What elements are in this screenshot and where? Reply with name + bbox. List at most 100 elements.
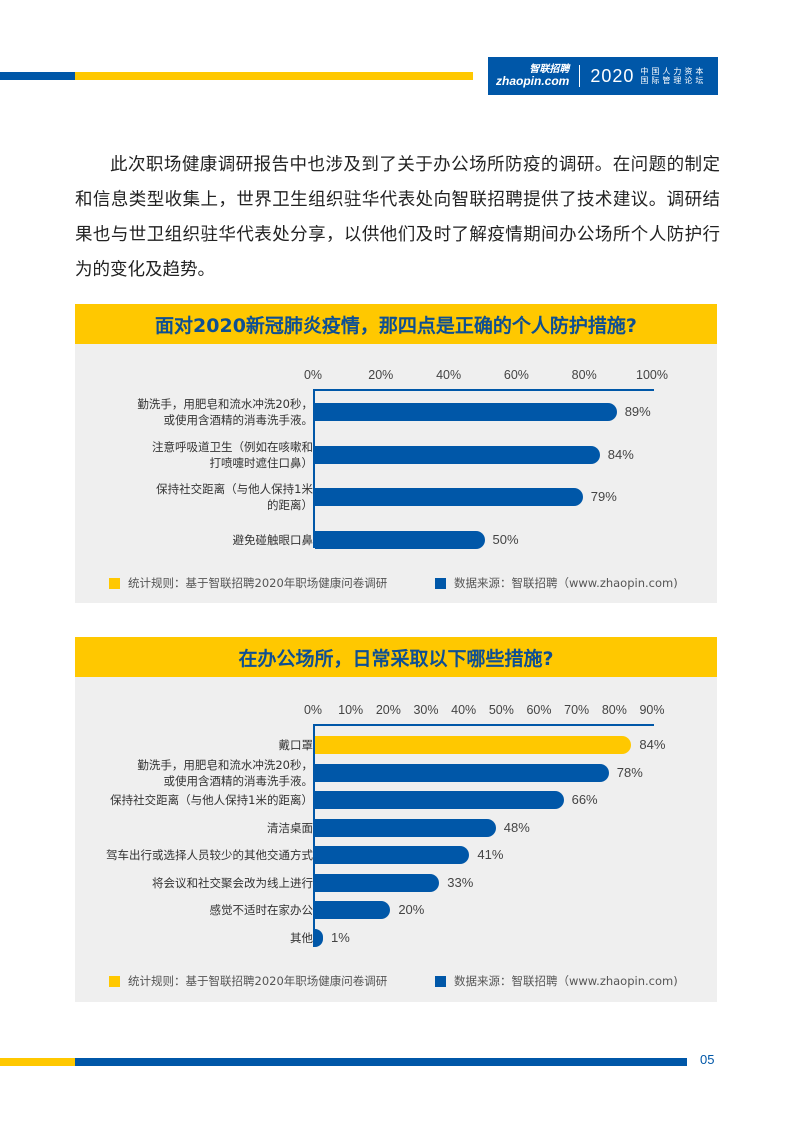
bar-value-label: 20% (398, 902, 425, 917)
row-label-line: 感觉不适时在家办公 (209, 903, 314, 917)
bar (315, 901, 391, 919)
x-axis-tick: 0% (303, 703, 323, 717)
x-axis-tick: 40% (451, 703, 477, 717)
row-label: 保持社交距离（与他人保持1米的距离） (156, 481, 313, 513)
chart-title: 在办公场所，日常采取以下哪些措施? (75, 637, 717, 677)
logo-forum-line1: 中国人力资本 (640, 66, 707, 76)
x-axis-line (313, 389, 654, 391)
bar (315, 873, 440, 892)
bar-value-label: 79% (590, 489, 617, 504)
bar (315, 763, 609, 782)
logo-year: 2020 (590, 65, 635, 86)
row-label-line: 保持社交距离（与他人保持1米的距离） (110, 793, 313, 807)
row-label: 勤洗手，用肥皂和流水冲洗20秒， 或使用含酒精的消毒洗手液。 (137, 757, 313, 789)
row-label-line: 将会议和社交聚会改为线上进行 (152, 875, 313, 890)
row-label-line: 注意呼吸道卫生（例如在咳嗽和 (152, 439, 313, 454)
logo-forum-line2: 国际管理论坛 (640, 76, 707, 85)
row-label: 勤洗手，用肥皂和流水冲洗20秒， 或使用含酒精的消毒洗手液。 (137, 396, 313, 428)
page-number: 05 (700, 1052, 715, 1067)
legend-label: 统计规则：基于智联招聘2020年职场健康问卷调研 (128, 576, 388, 590)
legend-swatch-blue (435, 975, 446, 987)
bar-value-label: 84% (607, 446, 634, 462)
x-axis-tick: 30% (413, 703, 439, 717)
row-label: 戴口罩 (279, 737, 314, 753)
bar (315, 736, 632, 754)
x-axis-tick: 80% (601, 703, 627, 717)
bar (315, 488, 583, 506)
bar-value-label: 84% (639, 737, 666, 752)
bar-value-label: 89% (624, 404, 651, 419)
legend-label: 数据来源：智联招聘（www.zhaopin.com) (454, 974, 678, 988)
row-label-line: 保持社交距离（与他人保持1米 (156, 482, 313, 496)
row-label-line: 清洁桌面 (267, 820, 313, 835)
row-label-line: 勤洗手，用肥皂和流水冲洗20秒， (137, 397, 313, 411)
chart-panel-personal-protection: 面对2020新冠肺炎疫情，那四点是正确的个人防护措施? 0% 20% 40% 60% 8… (75, 304, 717, 603)
legend-item-rule: 统计规则：基于智联招聘2020年职场健康问卷调研 (109, 575, 387, 591)
legend-swatch-yellow (109, 975, 120, 987)
header-accent-blue (0, 72, 75, 80)
x-axis-tick: 50% (488, 703, 514, 717)
row-label-line: 或使用含酒精的消毒洗手液。 (163, 773, 314, 788)
x-axis-tick: 20% (375, 703, 401, 717)
x-axis-tick: 40% (436, 368, 462, 382)
bar-value-label: 48% (503, 819, 530, 835)
x-axis-tick: 20% (368, 368, 394, 382)
x-axis-tick: 60% (503, 368, 529, 382)
x-axis-tick: 80% (571, 368, 597, 382)
header-accent-yellow (75, 72, 473, 80)
legend-item-source: 数据来源：智联招聘（www.zhaopin.com) (435, 575, 678, 591)
zhaopin-forum-logo: 智联招聘 zhaopin.com 2020 中国人力资本 国际管理论坛 (488, 57, 718, 95)
y-axis-line (313, 389, 315, 548)
y-axis-line (313, 724, 315, 947)
row-label: 将会议和社交聚会改为线上进行 (152, 875, 313, 891)
bar (315, 403, 617, 421)
x-axis-tick: 10% (338, 703, 364, 717)
row-label: 感觉不适时在家办公 (210, 902, 314, 918)
bar-value-label: 78% (616, 764, 643, 780)
legend-label: 统计规则：基于智联招聘2020年职场健康问卷调研 (128, 974, 388, 988)
bar (315, 846, 470, 864)
row-label: 其他 (290, 930, 313, 946)
row-label-line: 驾车出行或选择人员较少的其他交通方式 (106, 848, 313, 862)
row-label-line: 勤洗手，用肥皂和流水冲洗20秒， (137, 757, 313, 772)
row-label-line: 或使用含酒精的消毒洗手液。 (163, 413, 314, 427)
bar-value-label: 66% (571, 792, 598, 807)
chart-panel-office-measures: 在办公场所，日常采取以下哪些措施? 0% 10% 20% 30% 40% 50% 60% 70… (75, 637, 717, 1002)
chart-title: 面对2020新冠肺炎疫情，那四点是正确的个人防护措施? (75, 304, 717, 344)
logo-divider (579, 65, 581, 87)
x-axis-tick: 60% (526, 703, 552, 717)
x-axis-line (313, 724, 654, 726)
bar (315, 530, 485, 549)
row-label-line: 其他 (290, 930, 313, 945)
bar-value-label: 33% (447, 874, 474, 890)
intro-paragraph: 此次职场健康调研报告中也涉及到了关于办公场所防疫的调研。在问题的制定和信息类型收… (75, 155, 720, 280)
footer-accent-yellow (0, 1058, 75, 1066)
bar (315, 791, 564, 809)
legend-swatch-blue (435, 577, 446, 589)
x-axis-tick: 0% (303, 368, 323, 382)
bar (315, 818, 496, 837)
legend-swatch-yellow (109, 577, 120, 589)
legend-item-source: 数据来源：智联招聘（www.zhaopin.com) (435, 973, 678, 989)
logo-brand-en: zhaopin.com (496, 74, 570, 88)
row-label: 保持社交距离（与他人保持1米的距离） (110, 792, 313, 808)
bar-value-label: 1% (331, 929, 350, 945)
x-axis-tick: 90% (639, 703, 665, 717)
row-label-line: 打喷嚏时遮住口鼻） (209, 455, 314, 470)
row-label: 避免碰触眼口鼻 (233, 532, 314, 548)
row-label: 驾车出行或选择人员较少的其他交通方式 (106, 847, 313, 863)
x-axis-tick: 100% (636, 368, 668, 382)
row-label: 清洁桌面 (267, 820, 313, 836)
bar-value-label: 50% (492, 531, 519, 547)
legend-label: 数据来源：智联招聘（www.zhaopin.com) (454, 576, 678, 590)
logo-brand-cn: 智联招聘 (529, 64, 570, 75)
logo-forum-name: 中国人力资本 国际管理论坛 (640, 67, 706, 85)
row-label-line: 的距离） (267, 498, 313, 512)
footer-accent-blue (75, 1058, 687, 1066)
zhaopin-logo-icon: 智联招聘 zhaopin.com (496, 64, 570, 88)
bar (315, 928, 323, 947)
legend-item-rule: 统计规则：基于智联招聘2020年职场健康问卷调研 (109, 973, 387, 989)
row-label-line: 避免碰触眼口鼻 (232, 532, 314, 547)
row-label: 注意呼吸道卫生（例如在咳嗽和 打喷嚏时遮住口鼻） (152, 439, 313, 471)
x-axis-tick: 70% (564, 703, 590, 717)
